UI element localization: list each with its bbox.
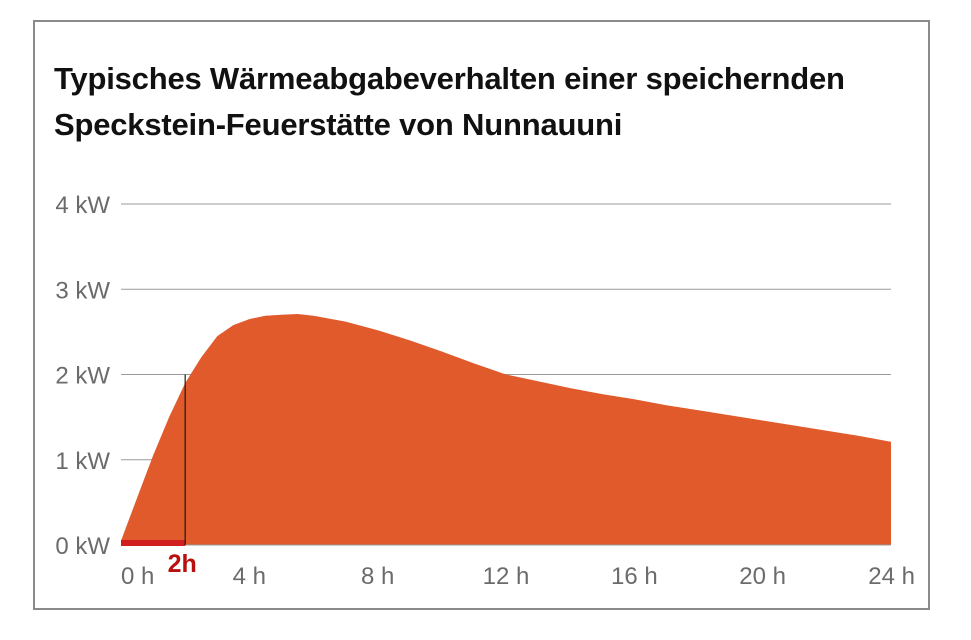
y-tick-label-0: 0 kW [55, 533, 110, 560]
y-tick-label-1: 1 kW [55, 448, 110, 475]
chart-title-line-1: Typisches Wärmeabgabeverhalten einer spe… [54, 61, 845, 96]
chart-title: Typisches Wärmeabgabeverhalten einer spe… [54, 56, 914, 148]
y-tick-label-4: 4 kW [55, 192, 110, 219]
x-tick-label-0: 0 h [121, 563, 154, 590]
x-tick-label-2: 8 h [361, 563, 394, 590]
marker-duration-bar [121, 540, 186, 546]
x-tick-label-1: 4 h [233, 563, 266, 590]
chart-title-line-2: Speckstein-Feuerstätte von Nunnauuni [54, 107, 623, 142]
x-tick-label-5: 20 h [739, 563, 786, 590]
area-series-0 [121, 314, 891, 545]
y-tick-label-2: 2 kW [55, 363, 110, 390]
x-tick-label-3: 12 h [483, 563, 530, 590]
x-tick-label-4: 16 h [611, 563, 658, 590]
y-tick-label-3: 3 kW [55, 277, 110, 304]
x-tick-label-6: 24 h [868, 563, 915, 590]
marker-label: 2h [168, 550, 197, 578]
